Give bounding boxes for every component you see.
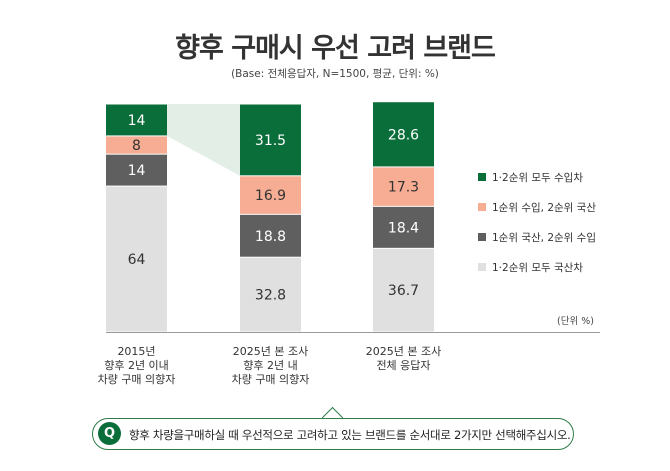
data-label: 18.8: [255, 229, 286, 245]
data-label: 14: [128, 113, 146, 129]
bar-segment: [106, 136, 167, 154]
legend-swatch: [478, 203, 486, 211]
legend-swatch: [478, 173, 486, 181]
data-label: 14: [128, 163, 146, 179]
x-tick-label: 2025년 본 조사: [233, 345, 308, 358]
x-tick-label: 전체 응답자: [376, 359, 430, 372]
bar-segment: [106, 154, 167, 186]
data-label: 17.3: [388, 180, 419, 196]
bar-segment: [373, 206, 434, 248]
question-icon: Q: [98, 422, 121, 445]
legend-swatch: [478, 233, 486, 241]
legend-swatch: [478, 263, 486, 271]
data-label: 36.7: [388, 283, 419, 299]
data-label: 64: [128, 252, 146, 268]
bar-segment: [240, 176, 301, 214]
legend-label: 1·2순위 모두 국산차: [492, 261, 583, 274]
chart-subtitle: (Base: 전체응답자, N=1500, 평균, 단위: %): [231, 68, 439, 80]
bar-segment: [106, 104, 167, 136]
bar-segment: [373, 167, 434, 206]
bar-segment: [240, 214, 301, 257]
question-callout: Q 향후 차량을구매하실 때 우선적으로 고려하고 있는 브랜드를 순서대로 2…: [92, 418, 574, 450]
data-label: 28.6: [388, 127, 419, 143]
legend-label: 1·2순위 모두 수입차: [492, 171, 583, 184]
legend-label: 1순위 국산, 2순위 수입: [492, 231, 596, 244]
chart-title: 향후 구매시 우선 고려 브랜드: [175, 33, 496, 64]
x-tick-label: 2025년 본 조사: [366, 345, 441, 358]
data-label: 32.8: [255, 288, 286, 304]
bar-segment: [240, 104, 301, 176]
data-label: 31.5: [255, 133, 286, 149]
unit-note: (단위 %): [557, 315, 594, 327]
legend-label: 1순위 수입, 2순위 국산: [492, 201, 596, 214]
bar-segment: [106, 186, 167, 332]
x-tick-label: 차량 구매 의향자: [232, 373, 310, 386]
question-text: 향후 차량을구매하실 때 우선적으로 고려하고 있는 브랜드를 순서대로 2가지…: [129, 428, 571, 442]
x-tick-label: 향후 2년 내: [243, 359, 297, 372]
data-label: 8: [132, 138, 141, 154]
x-tick-label: 향후 2년 이내: [104, 359, 169, 372]
bar-segment: [373, 248, 434, 332]
bar-segment: [373, 102, 434, 167]
data-label: 16.9: [255, 188, 286, 204]
x-tick-label: 2015년: [117, 345, 155, 358]
bar-segment: [240, 257, 301, 332]
data-label: 18.4: [388, 220, 419, 236]
highlight-connector: [167, 104, 240, 176]
x-tick-label: 차량 구매 의향자: [98, 373, 176, 386]
